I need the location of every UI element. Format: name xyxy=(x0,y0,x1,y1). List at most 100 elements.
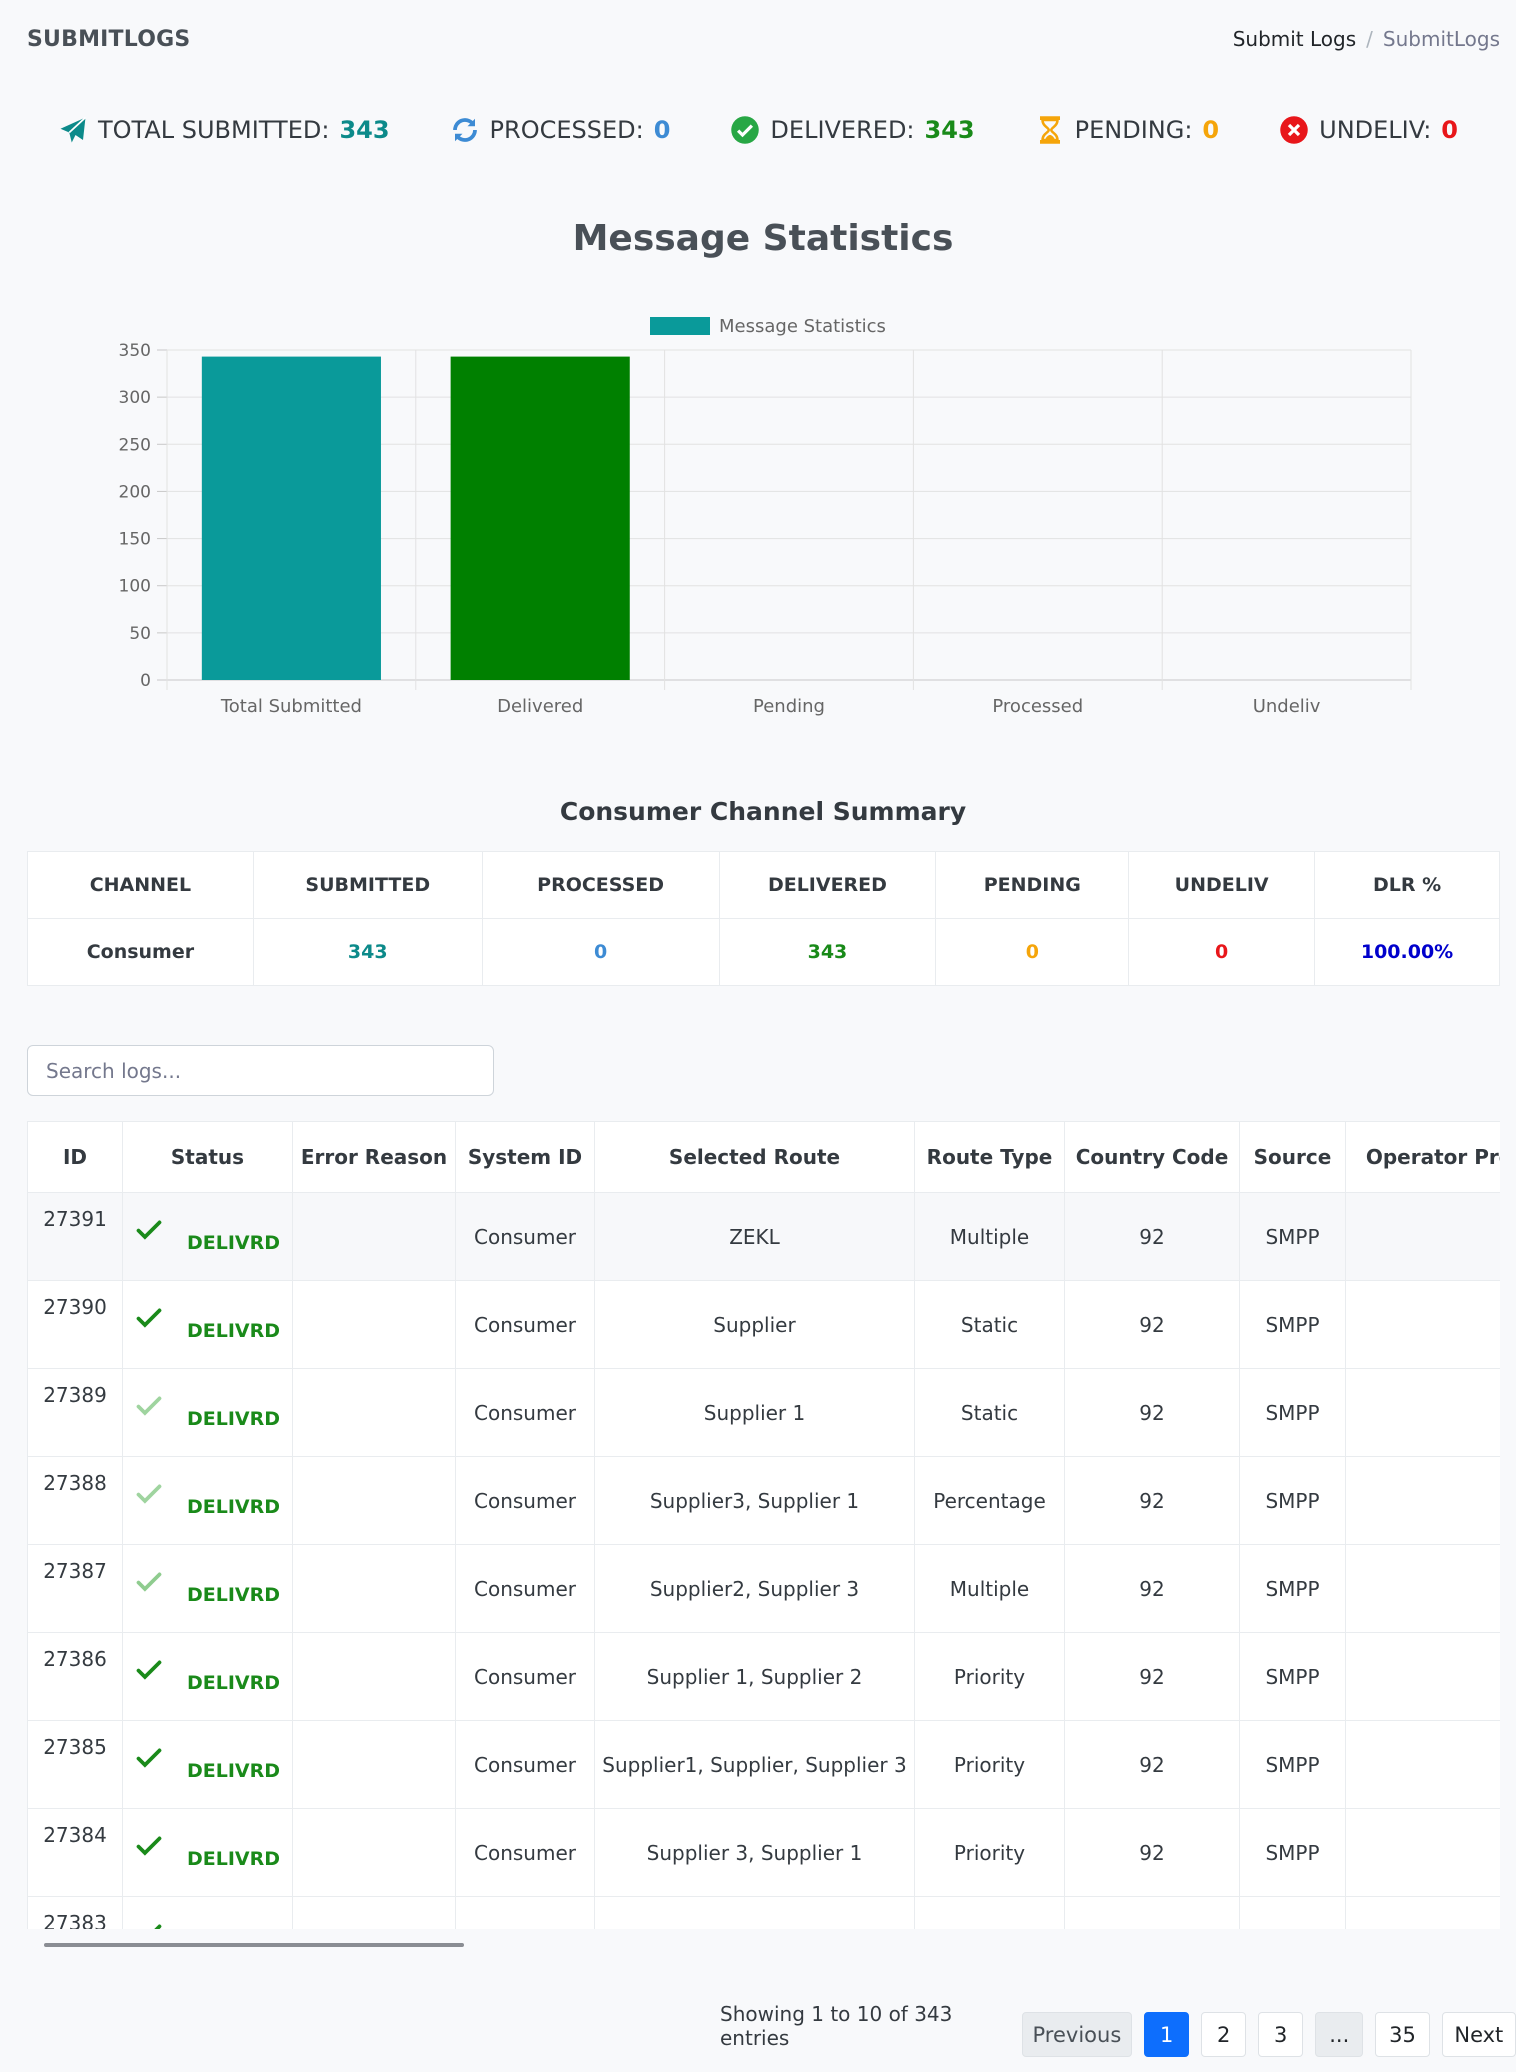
summary-title: Consumer Channel Summary xyxy=(559,797,967,826)
status-text: DELIVRD xyxy=(186,1671,281,1694)
operator-prefix-cell xyxy=(1345,1808,1500,1897)
y-tick-label: 200 xyxy=(119,482,151,502)
selected-route-cell: Supplier3, Supplier 1 xyxy=(594,1456,915,1545)
submit-logs-table: ID Status Error Reason System ID Selected Ro… xyxy=(27,1121,1500,1929)
table-row: 27390 DELIVRD Consumer Supplier Static 92 SMPP xyxy=(27,1280,1500,1369)
channel-summary-table: CHANNEL SUBMITTED PROCESSED DELIVERED PENDIN… xyxy=(27,851,1500,986)
selected-route-cell: Supplier2, Supplier 3 xyxy=(594,1544,915,1633)
status-wrapper: DELIVRD xyxy=(124,1660,291,1694)
id-cell: 27383 xyxy=(27,1896,123,1929)
route-type-cell: Static xyxy=(914,1368,1065,1457)
page-title: SUBMITLOGS xyxy=(27,26,191,52)
system-id-cell: Consumer xyxy=(455,1368,595,1457)
stat-processed: PROCESSED: 0 xyxy=(450,115,670,145)
column-header-error-reason[interactable]: Error Reason xyxy=(292,1121,456,1193)
source-cell: SMPP xyxy=(1239,1544,1346,1633)
x-tick-label: Processed xyxy=(992,696,1083,717)
chart-title: Message Statistics xyxy=(572,218,954,259)
logs-table-container[interactable]: ID Status Error Reason System ID Selected Ro… xyxy=(27,1121,1500,1929)
page-button-2[interactable]: 2 xyxy=(1201,2012,1247,2057)
status-text: DELIVRD xyxy=(186,1319,281,1342)
column-header-selected-route[interactable]: Selected Route xyxy=(594,1121,915,1193)
previous-page-button[interactable]: Previous xyxy=(1021,2012,1133,2057)
paper-plane-icon xyxy=(60,116,87,143)
operator-prefix-cell xyxy=(1345,1720,1500,1809)
page-button-35[interactable]: 35 xyxy=(1375,2012,1430,2057)
check-icon xyxy=(136,1836,162,1856)
x-tick-label: Pending xyxy=(753,696,825,717)
refresh-icon xyxy=(452,118,477,142)
source-cell: SMPP xyxy=(1239,1456,1346,1545)
column-header-system-id[interactable]: System ID xyxy=(455,1121,595,1193)
column-header-status[interactable]: Status xyxy=(122,1121,293,1193)
column-header-source[interactable]: Source xyxy=(1239,1121,1346,1193)
error-reason-cell xyxy=(292,1368,456,1457)
stat-label: PENDING: xyxy=(1074,116,1193,144)
stat-value: 0 xyxy=(1441,116,1458,144)
page-button-1[interactable]: 1 xyxy=(1144,2012,1190,2057)
system-id-cell: Consumer xyxy=(455,1632,595,1721)
pagination: Showing 1 to 10 of 343 entries Previous … xyxy=(720,2002,1516,2057)
system-id-cell: Consumer xyxy=(455,1456,595,1545)
horizontal-scrollbar[interactable] xyxy=(44,1943,464,1947)
error-reason-cell xyxy=(292,1544,456,1633)
country-code-cell: 92 xyxy=(1064,1192,1240,1281)
table-row: 27388 DELIVRD Consumer Supplier3, Supplier … xyxy=(27,1456,1500,1545)
source-cell: SMPP xyxy=(1239,1720,1346,1809)
summary-cell: 0 xyxy=(935,918,1130,986)
status-text: DELIVRD xyxy=(186,1847,281,1870)
source-cell: SMPP xyxy=(1239,1368,1346,1457)
system-id-cell: Consumer xyxy=(455,1192,595,1281)
summary-header-processed: PROCESSED xyxy=(481,851,720,919)
status-wrapper: DELIVRD xyxy=(124,1396,291,1430)
column-header-route-type[interactable]: Route Type xyxy=(914,1121,1065,1193)
page-button-3[interactable]: 3 xyxy=(1258,2012,1304,2057)
column-header-operator-prefi[interactable]: Operator Prefi xyxy=(1345,1121,1500,1193)
x-tick-label: Undeliv xyxy=(1253,696,1321,717)
source-cell: SMPP xyxy=(1239,1632,1346,1721)
summary-header-dlr: DLR % xyxy=(1314,851,1500,919)
status-text: DELIVRD xyxy=(186,1759,281,1782)
status-cell: DELIVRD xyxy=(122,1632,293,1721)
bar-total-submitted xyxy=(201,356,381,680)
summary-header-delivered: DELIVERED xyxy=(718,851,937,919)
id-cell: 27390 xyxy=(27,1280,123,1369)
stat-value: 343 xyxy=(339,116,390,144)
stats-row: TOTAL SUBMITTED: 343 PROCESSED: 0 DELIVE… xyxy=(0,108,1516,152)
breadcrumb-current: SubmitLogs xyxy=(1382,27,1500,51)
column-header-id[interactable]: ID xyxy=(27,1121,123,1193)
route-type-cell: Static xyxy=(914,1280,1065,1369)
status-wrapper: DELIVRD xyxy=(124,1484,291,1518)
selected-route-cell: Supplier 1, Supplier 2 xyxy=(594,1632,915,1721)
status-cell: DELIVRD xyxy=(122,1720,293,1809)
legend-label[interactable]: Message Statistics xyxy=(719,316,886,337)
check-icon xyxy=(136,1396,162,1416)
source-cell: SMPP xyxy=(1239,1896,1346,1929)
breadcrumb-link-submit-logs[interactable]: Submit Logs xyxy=(1232,27,1357,51)
status-cell: DELIVRD xyxy=(122,1456,293,1545)
x-tick-label: Delivered xyxy=(497,696,583,717)
y-tick-label: 300 xyxy=(119,388,151,408)
status-cell: DELIVRD xyxy=(122,1544,293,1633)
error-reason-cell xyxy=(292,1280,456,1369)
summary-cell: 343 xyxy=(252,918,483,986)
y-tick-label: 50 xyxy=(129,624,151,644)
check-icon xyxy=(136,1308,162,1328)
breadcrumb-separator: / xyxy=(1366,27,1373,51)
route-type-cell: Percentage xyxy=(914,1456,1065,1545)
legend-swatch[interactable] xyxy=(650,317,710,335)
page-ellipsis: ... xyxy=(1315,2012,1364,2057)
status-text: DELIVRD xyxy=(186,1583,281,1606)
summary-cell: Consumer xyxy=(27,918,254,986)
source-cell: SMPP xyxy=(1239,1192,1346,1281)
breadcrumb: Submit Logs / SubmitLogs xyxy=(1233,27,1500,51)
selected-route-cell: Supplier xyxy=(594,1896,915,1929)
next-page-button[interactable]: Next xyxy=(1441,2012,1516,2057)
route-type-cell: Static xyxy=(914,1896,1065,1929)
selected-route-cell: Supplier 1 xyxy=(594,1368,915,1457)
summary-cell: 343 xyxy=(718,918,937,986)
column-header-country-code[interactable]: Country Code xyxy=(1064,1121,1240,1193)
search-input[interactable] xyxy=(27,1045,494,1096)
table-row: 27391 DELIVRD Consumer ZEKL Multiple 92 SMPP xyxy=(27,1192,1500,1281)
